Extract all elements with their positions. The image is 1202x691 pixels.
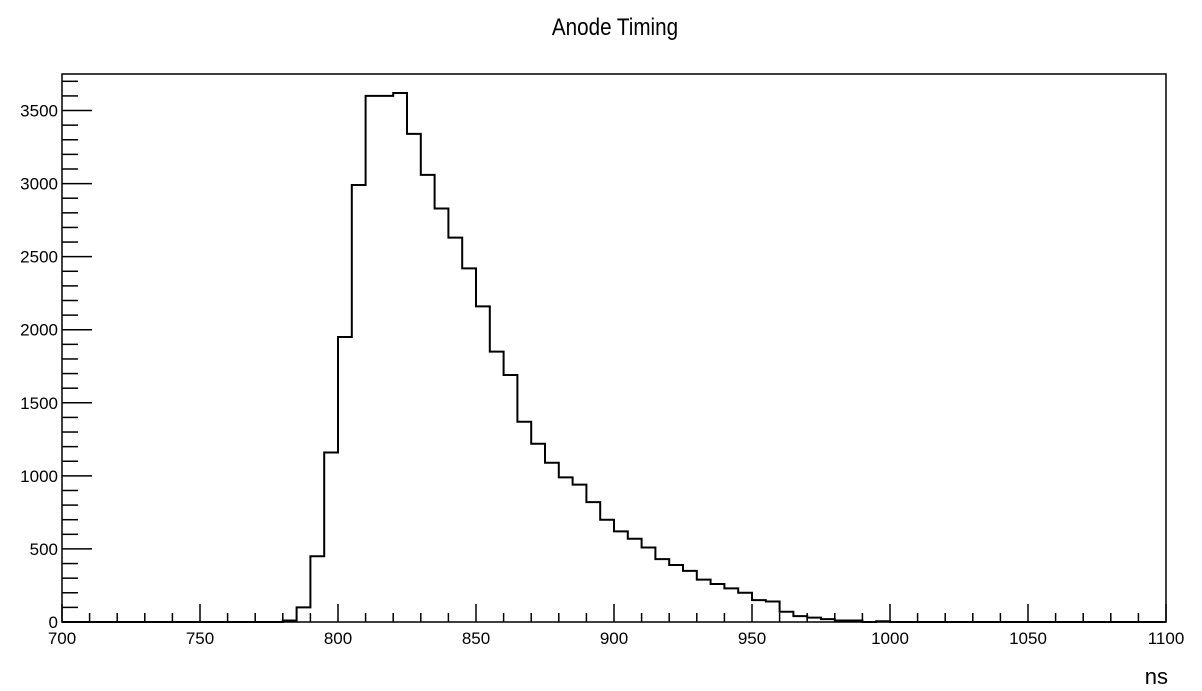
y-tick-label: 0 [49, 613, 58, 632]
x-axis-ticks: 700 750 800 850 900 950 1000 1050 1100 [48, 604, 1184, 648]
y-tick-label: 1500 [20, 394, 58, 413]
x-tick-label: 1050 [1009, 629, 1047, 648]
x-tick-label: 700 [48, 629, 76, 648]
chart-title: Anode Timing [551, 14, 679, 41]
y-tick-label: 2000 [20, 321, 58, 340]
y-tick-label: 1000 [20, 467, 58, 486]
histogram-line [62, 91, 1166, 623]
y-tick-label: 500 [30, 540, 58, 559]
x-tick-label: 750 [186, 629, 214, 648]
y-tick-label: 2500 [20, 248, 58, 267]
x-tick-label: 800 [324, 629, 352, 648]
y-tick-label: 3500 [20, 102, 58, 121]
x-tick-label: 1100 [1148, 629, 1185, 648]
x-tick-label: 1000 [871, 629, 909, 648]
plot-frame [61, 73, 1167, 623]
y-tick-label: 3000 [20, 175, 58, 194]
x-tick-label: 900 [600, 629, 628, 648]
y-axis-ticks: 0 500 1000 1500 2000 2500 3000 3500 [20, 80, 92, 632]
x-axis-label: ns [1145, 664, 1168, 689]
x-tick-label: 950 [738, 629, 766, 648]
x-tick-label: 850 [462, 629, 490, 648]
